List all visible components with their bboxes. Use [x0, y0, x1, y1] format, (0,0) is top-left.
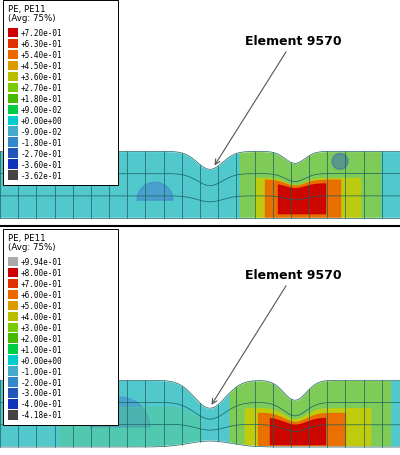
Bar: [8, 268, 18, 278]
Text: PE, PE11: PE, PE11: [8, 5, 46, 14]
Text: +0.00e+00: +0.00e+00: [21, 116, 63, 126]
Bar: [8, 399, 18, 409]
Bar: [8, 367, 18, 376]
Bar: [8, 378, 18, 387]
Bar: [0, 370, 400, 455]
Bar: [8, 83, 18, 93]
Bar: [3, 1, 118, 186]
Bar: [8, 106, 18, 115]
Text: +3.60e-01: +3.60e-01: [21, 73, 63, 82]
Text: Element 9570: Element 9570: [212, 268, 342, 404]
Bar: [8, 312, 18, 321]
Text: +9.94e-01: +9.94e-01: [21, 258, 63, 267]
Text: +0.00e+00: +0.00e+00: [21, 356, 63, 365]
Bar: [8, 171, 18, 180]
Text: -3.60e-01: -3.60e-01: [21, 160, 63, 169]
Bar: [8, 410, 18, 420]
Text: -4.18e-01: -4.18e-01: [21, 410, 63, 420]
Text: +5.40e-01: +5.40e-01: [21, 51, 63, 60]
Text: +6.30e-01: +6.30e-01: [21, 40, 63, 49]
Text: -3.00e-01: -3.00e-01: [21, 389, 63, 398]
Bar: [8, 149, 18, 158]
Bar: [8, 345, 18, 354]
Text: -1.00e-01: -1.00e-01: [21, 367, 63, 376]
Text: (Avg: 75%): (Avg: 75%): [8, 14, 56, 23]
Bar: [8, 61, 18, 71]
Bar: [8, 138, 18, 147]
Bar: [8, 160, 18, 169]
Polygon shape: [137, 183, 173, 201]
Text: +9.00e-02: +9.00e-02: [21, 106, 63, 115]
Polygon shape: [332, 154, 348, 170]
Bar: [0, 142, 400, 227]
Text: -9.00e-02: -9.00e-02: [21, 127, 63, 136]
Bar: [8, 116, 18, 126]
Polygon shape: [90, 397, 150, 427]
Text: +1.00e-01: +1.00e-01: [21, 345, 63, 354]
Bar: [8, 51, 18, 60]
Bar: [8, 323, 18, 332]
Text: +7.20e-01: +7.20e-01: [21, 29, 63, 38]
Text: Element 9570: Element 9570: [215, 35, 342, 165]
Bar: [8, 257, 18, 267]
Text: -2.00e-01: -2.00e-01: [21, 378, 63, 387]
Text: -3.62e-01: -3.62e-01: [21, 171, 63, 180]
Text: +5.00e-01: +5.00e-01: [21, 301, 63, 310]
Text: -1.80e-01: -1.80e-01: [21, 138, 63, 147]
Bar: [8, 301, 18, 310]
Bar: [8, 290, 18, 299]
Text: +2.00e-01: +2.00e-01: [21, 334, 63, 343]
Text: +8.00e-01: +8.00e-01: [21, 268, 63, 278]
Text: +4.00e-01: +4.00e-01: [21, 312, 63, 321]
Bar: [8, 29, 18, 38]
Bar: [8, 389, 18, 398]
Text: (Avg: 75%): (Avg: 75%): [8, 243, 56, 251]
Text: +6.00e-01: +6.00e-01: [21, 290, 63, 299]
Bar: [8, 334, 18, 343]
Bar: [8, 356, 18, 365]
Text: PE, PE11: PE, PE11: [8, 233, 46, 243]
Text: -4.00e-01: -4.00e-01: [21, 399, 63, 409]
Text: +3.00e-01: +3.00e-01: [21, 323, 63, 332]
Bar: [3, 229, 118, 425]
Bar: [8, 279, 18, 288]
Bar: [8, 95, 18, 104]
Text: +2.70e-01: +2.70e-01: [21, 84, 63, 93]
Text: +7.00e-01: +7.00e-01: [21, 279, 63, 288]
Bar: [8, 40, 18, 49]
Text: -2.70e-01: -2.70e-01: [21, 149, 63, 158]
Bar: [8, 127, 18, 136]
Text: +1.80e-01: +1.80e-01: [21, 95, 63, 104]
Bar: [8, 72, 18, 82]
Text: +4.50e-01: +4.50e-01: [21, 62, 63, 71]
